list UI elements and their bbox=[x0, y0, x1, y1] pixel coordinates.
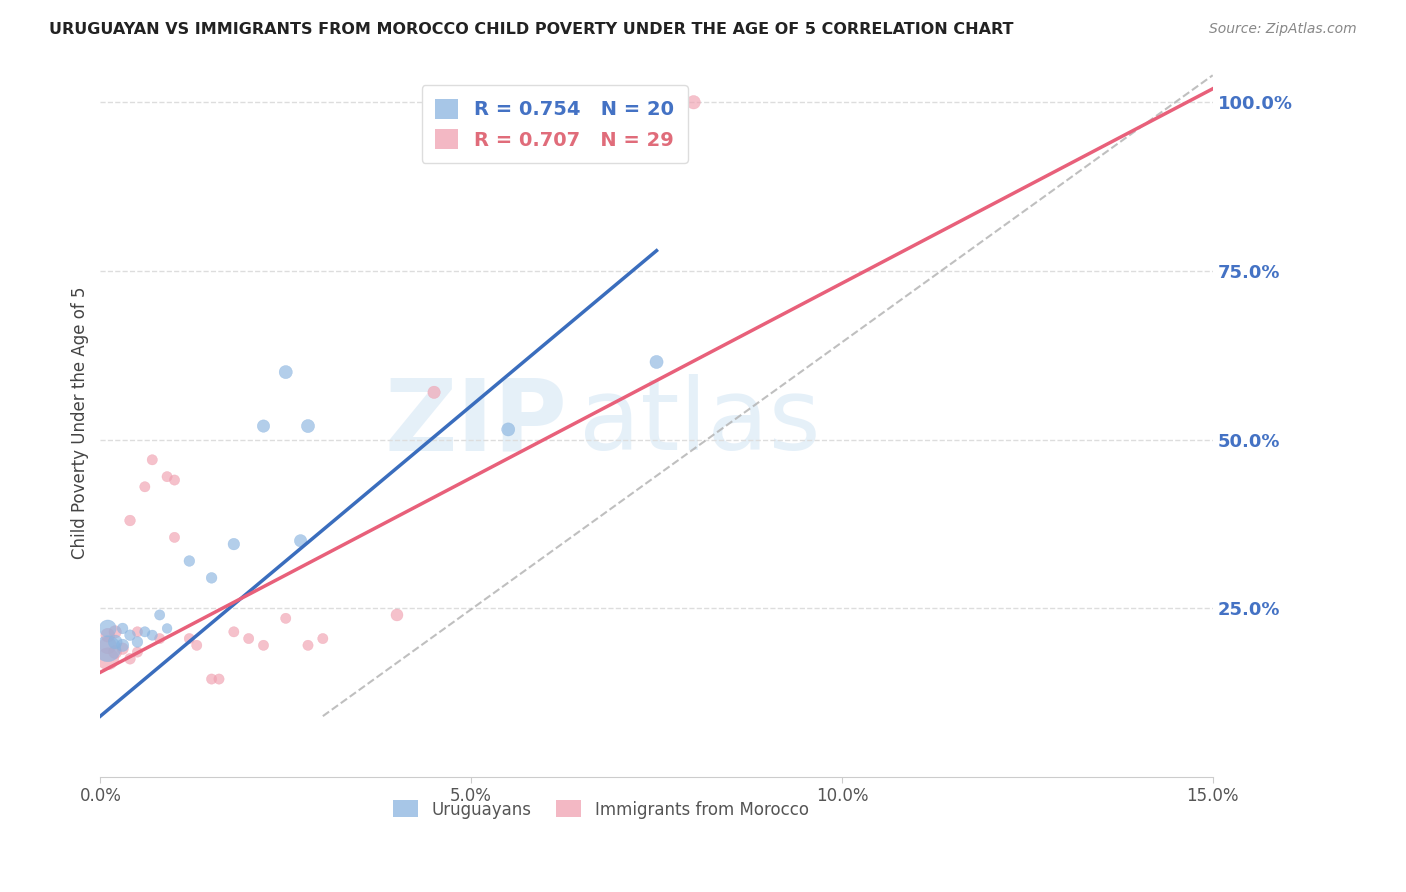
Text: ZIP: ZIP bbox=[385, 374, 568, 471]
Point bbox=[127, 624, 149, 639]
Point bbox=[149, 607, 172, 622]
Text: URUGUAYAN VS IMMIGRANTS FROM MOROCCO CHILD POVERTY UNDER THE AGE OF 5 CORRELATIO: URUGUAYAN VS IMMIGRANTS FROM MOROCCO CHI… bbox=[49, 22, 1014, 37]
Point bbox=[111, 641, 134, 656]
Point bbox=[312, 632, 335, 646]
Point bbox=[423, 385, 446, 400]
Point bbox=[186, 638, 208, 652]
Point bbox=[149, 632, 172, 646]
Point bbox=[127, 635, 149, 649]
Point bbox=[179, 554, 201, 568]
Point bbox=[179, 632, 201, 646]
Point bbox=[111, 622, 134, 636]
Point bbox=[222, 624, 245, 639]
Point bbox=[208, 672, 231, 686]
Point bbox=[385, 607, 408, 622]
Point bbox=[156, 469, 179, 483]
Text: atlas: atlas bbox=[579, 374, 820, 471]
Point bbox=[297, 638, 319, 652]
Point bbox=[104, 624, 127, 639]
Point bbox=[274, 365, 297, 379]
Point bbox=[645, 355, 668, 369]
Point bbox=[97, 652, 120, 666]
Point bbox=[163, 530, 186, 544]
Point bbox=[134, 480, 156, 494]
Point bbox=[127, 645, 149, 659]
Point bbox=[290, 533, 312, 548]
Point bbox=[97, 638, 120, 652]
Point bbox=[97, 622, 120, 636]
Point bbox=[156, 622, 179, 636]
Point bbox=[111, 638, 134, 652]
Point bbox=[118, 652, 141, 666]
Point bbox=[274, 611, 297, 625]
Point bbox=[104, 635, 127, 649]
Point bbox=[97, 628, 120, 642]
Point bbox=[200, 571, 222, 585]
Point bbox=[252, 638, 274, 652]
Point bbox=[496, 422, 519, 436]
Point bbox=[104, 645, 127, 659]
Point bbox=[97, 641, 120, 656]
Point bbox=[238, 632, 260, 646]
Legend: Uruguayans, Immigrants from Morocco: Uruguayans, Immigrants from Morocco bbox=[387, 794, 815, 825]
Point bbox=[682, 95, 704, 110]
Point bbox=[118, 514, 141, 528]
Point bbox=[252, 419, 274, 434]
Y-axis label: Child Poverty Under the Age of 5: Child Poverty Under the Age of 5 bbox=[72, 286, 89, 559]
Point bbox=[297, 419, 319, 434]
Text: Source: ZipAtlas.com: Source: ZipAtlas.com bbox=[1209, 22, 1357, 37]
Point bbox=[200, 672, 222, 686]
Point bbox=[118, 628, 141, 642]
Point bbox=[134, 624, 156, 639]
Point bbox=[141, 628, 163, 642]
Point bbox=[163, 473, 186, 487]
Point bbox=[222, 537, 245, 551]
Point bbox=[141, 452, 163, 467]
